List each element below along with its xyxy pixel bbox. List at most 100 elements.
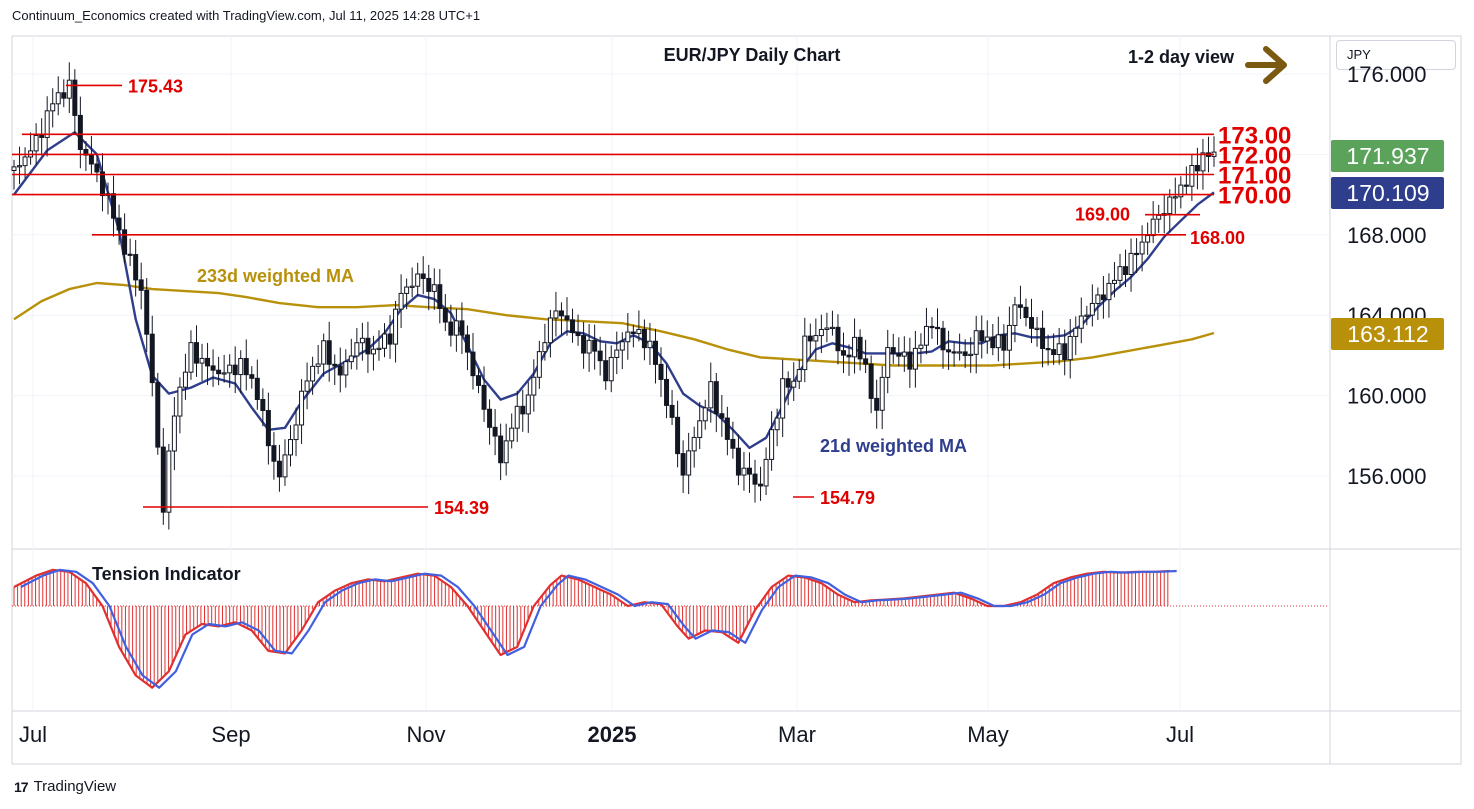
view-label: 1-2 day view (1128, 47, 1235, 67)
candle-body (205, 357, 211, 367)
candle-body (1040, 327, 1046, 350)
candle-body (193, 342, 199, 364)
candle-body (72, 79, 78, 116)
candle-body (558, 310, 564, 317)
candle-body (675, 416, 681, 455)
candle-body (415, 273, 421, 287)
candle-body (1062, 343, 1068, 361)
candle-body (1006, 324, 1012, 351)
x-tick-label: Jul (19, 722, 47, 747)
candle-body (702, 407, 708, 422)
candle-body (299, 390, 305, 426)
candle-body (210, 365, 216, 371)
candle-body (603, 360, 609, 382)
x-tick-label: Jul (1166, 722, 1194, 747)
candle-body (409, 285, 415, 288)
candle-body (99, 171, 105, 197)
candle-body (481, 384, 487, 410)
candle-body (525, 394, 531, 415)
candle-body (315, 363, 321, 367)
candle-body (636, 328, 642, 335)
ma233-line (13, 281, 1215, 367)
candle-body (802, 335, 808, 371)
candle-body (1200, 152, 1206, 172)
currency-selector[interactable]: JPY (1336, 40, 1456, 70)
candle-body (1034, 327, 1040, 330)
candle-body (807, 335, 813, 342)
candle-body (514, 405, 520, 429)
candle-body (973, 330, 979, 355)
extreme-label: 154.79 (820, 488, 875, 508)
level-label: 171.00 (1218, 163, 1291, 190)
candle-body (608, 356, 614, 382)
ma233-value-badge-text: 163.112 (1347, 321, 1428, 347)
candle-body (1128, 252, 1134, 275)
candle-body (382, 333, 388, 349)
candle-body (476, 375, 482, 386)
ma21-value-badge (1331, 177, 1444, 209)
candle-body (1194, 164, 1200, 172)
candle-body (669, 404, 675, 418)
candle-body (1089, 302, 1095, 316)
candle-body (221, 372, 227, 375)
candle-body (912, 347, 918, 370)
candle-body (55, 92, 61, 105)
level-label: 168.00 (1190, 228, 1245, 248)
tension-indicator-label: Tension Indicator (92, 564, 241, 584)
candle-body (835, 326, 841, 352)
candle-body (968, 353, 974, 357)
candle-body (276, 460, 282, 478)
candle-body (426, 277, 432, 292)
candle-body (724, 417, 730, 440)
candle-body (487, 408, 493, 428)
candle-body (39, 134, 45, 138)
candle-body (11, 166, 17, 171)
candle-body (957, 351, 963, 354)
candle-body (304, 380, 310, 392)
candle-body (857, 336, 863, 360)
level-label: 172.00 (1218, 142, 1291, 169)
candle-body (116, 217, 122, 231)
candle-body (282, 454, 288, 478)
candle-body (88, 154, 94, 165)
candle-body (597, 350, 603, 362)
candle-body (697, 420, 703, 438)
candle-body (829, 326, 835, 330)
candle-body (630, 331, 636, 335)
candle-body (442, 307, 448, 323)
candle-body (1056, 343, 1062, 356)
candle-body (33, 134, 39, 152)
candle-body (846, 354, 852, 358)
candle-body (332, 363, 338, 367)
candle-body (254, 377, 260, 400)
candle-body (238, 358, 244, 376)
candle-body (94, 163, 100, 173)
candle-body (774, 417, 780, 431)
candle-body (459, 320, 465, 336)
candle-body (321, 340, 327, 365)
candle-body (791, 380, 797, 388)
candle-body (520, 405, 526, 415)
candle-body (1183, 184, 1189, 187)
candle-body (66, 79, 72, 99)
candle-body (780, 378, 786, 419)
candle-body (918, 344, 924, 349)
candle-body (420, 273, 426, 279)
candle-body (448, 321, 454, 336)
candle-body (348, 355, 354, 363)
candle-body (652, 340, 658, 365)
candle-body (647, 340, 653, 349)
candle-body (581, 335, 587, 354)
candle-body (1172, 196, 1178, 199)
candle-body (984, 336, 990, 342)
candle-body (796, 369, 802, 382)
candle-body (686, 450, 692, 476)
candle-body (907, 351, 913, 370)
ma21-label: 21d weighted MA (820, 436, 967, 456)
x-tick-label: May (967, 722, 1009, 747)
candle-body (735, 447, 741, 476)
candle-body (813, 335, 819, 342)
candle-body (453, 320, 459, 336)
candle-body (437, 284, 443, 309)
